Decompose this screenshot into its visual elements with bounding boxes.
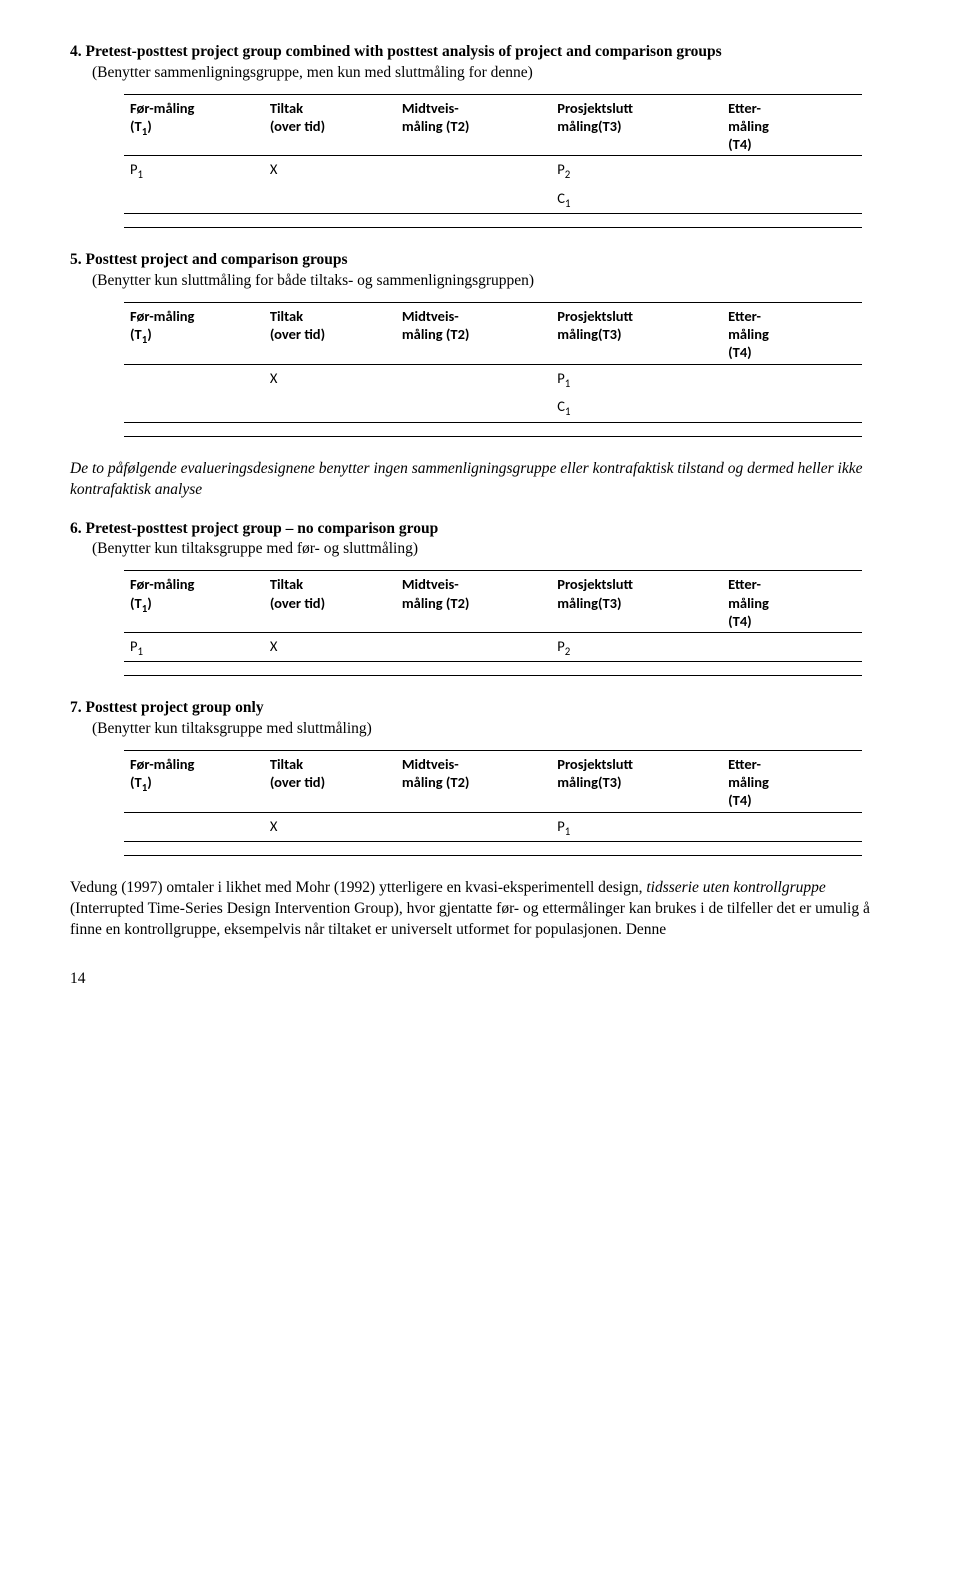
table-cell xyxy=(396,185,551,214)
col-header: Etter-måling(T4) xyxy=(722,94,862,155)
col-header: Etter-måling(T4) xyxy=(722,303,862,364)
table-row: C1 xyxy=(124,393,862,422)
table-cell: P1 xyxy=(124,156,264,185)
col-header: Prosjektsluttmåling(T3) xyxy=(551,94,722,155)
table-cell: C1 xyxy=(551,185,722,214)
table-cell xyxy=(396,364,551,393)
col-header: Før-måling(T1) xyxy=(124,751,264,812)
col-header: Midtveis-måling (T2) xyxy=(396,303,551,364)
table-cell: C1 xyxy=(551,393,722,422)
design-table: Før-måling(T1)Tiltak(over tid)Midtveis-m… xyxy=(124,570,862,662)
section-heading: 4. Pretest-posttest project group combin… xyxy=(70,42,890,63)
section-subtitle: (Benytter kun tiltaksgruppe med sluttmål… xyxy=(92,719,890,740)
col-header: Etter-måling(T4) xyxy=(722,571,862,632)
col-header: Etter-måling(T4) xyxy=(722,751,862,812)
table-cell xyxy=(722,393,862,422)
col-header: Tiltak(over tid) xyxy=(264,571,396,632)
table-cell: P1 xyxy=(551,364,722,393)
table-cell: X xyxy=(264,156,396,185)
table-row: C1 xyxy=(124,185,862,214)
table-row: P1X P2 xyxy=(124,156,862,185)
table-cell xyxy=(396,632,551,662)
section-heading: 5. Posttest project and comparison group… xyxy=(70,250,890,271)
table-cell: X xyxy=(264,364,396,393)
section-subtitle: (Benytter kun sluttmåling for både tilta… xyxy=(92,271,890,292)
table-cell xyxy=(722,156,862,185)
table-cell: X xyxy=(264,632,396,662)
section-heading: 6. Pretest-posttest project group – no c… xyxy=(70,519,890,540)
table-cell xyxy=(396,156,551,185)
table-cell: P2 xyxy=(551,632,722,662)
col-header: Prosjektsluttmåling(T3) xyxy=(551,751,722,812)
table-cell xyxy=(124,185,264,214)
table-cell xyxy=(264,185,396,214)
table-cell xyxy=(124,393,264,422)
table-row: X P1 xyxy=(124,364,862,393)
col-header: Tiltak(over tid) xyxy=(264,751,396,812)
page-number: 14 xyxy=(70,969,890,990)
col-header: Tiltak(over tid) xyxy=(264,303,396,364)
col-header: Midtveis-måling (T2) xyxy=(396,571,551,632)
col-header: Prosjektsluttmåling(T3) xyxy=(551,571,722,632)
col-header: Før-måling(T1) xyxy=(124,94,264,155)
table-cell xyxy=(722,185,862,214)
table-cell xyxy=(396,393,551,422)
col-header: Prosjektsluttmåling(T3) xyxy=(551,303,722,364)
col-header: Midtveis-måling (T2) xyxy=(396,94,551,155)
table-cell xyxy=(124,364,264,393)
table-row: X P1 xyxy=(124,812,862,842)
design-table: Før-måling(T1)Tiltak(over tid)Midtveis-m… xyxy=(124,750,862,842)
col-header: Før-måling(T1) xyxy=(124,303,264,364)
table-cell: P2 xyxy=(551,156,722,185)
mid-paragraph: De to påfølgende evalueringsdesignene be… xyxy=(70,459,890,501)
table-cell: P1 xyxy=(551,812,722,842)
bottom-paragraph: Vedung (1997) omtaler i likhet med Mohr … xyxy=(70,878,890,941)
col-header: Før-måling(T1) xyxy=(124,571,264,632)
table-cell: X xyxy=(264,812,396,842)
design-table: Før-måling(T1)Tiltak(over tid)Midtveis-m… xyxy=(124,94,862,215)
section-subtitle: (Benytter sammenligningsgruppe, men kun … xyxy=(92,63,890,84)
table-cell xyxy=(722,812,862,842)
design-table: Før-måling(T1)Tiltak(over tid)Midtveis-m… xyxy=(124,302,862,423)
table-cell xyxy=(264,393,396,422)
col-header: Tiltak(over tid) xyxy=(264,94,396,155)
table-cell xyxy=(396,812,551,842)
col-header: Midtveis-måling (T2) xyxy=(396,751,551,812)
table-cell xyxy=(722,632,862,662)
table-cell xyxy=(124,812,264,842)
table-cell xyxy=(722,364,862,393)
section-heading: 7. Posttest project group only xyxy=(70,698,890,719)
table-row: P1X P2 xyxy=(124,632,862,662)
table-cell: P1 xyxy=(124,632,264,662)
section-subtitle: (Benytter kun tiltaksgruppe med før- og … xyxy=(92,539,890,560)
